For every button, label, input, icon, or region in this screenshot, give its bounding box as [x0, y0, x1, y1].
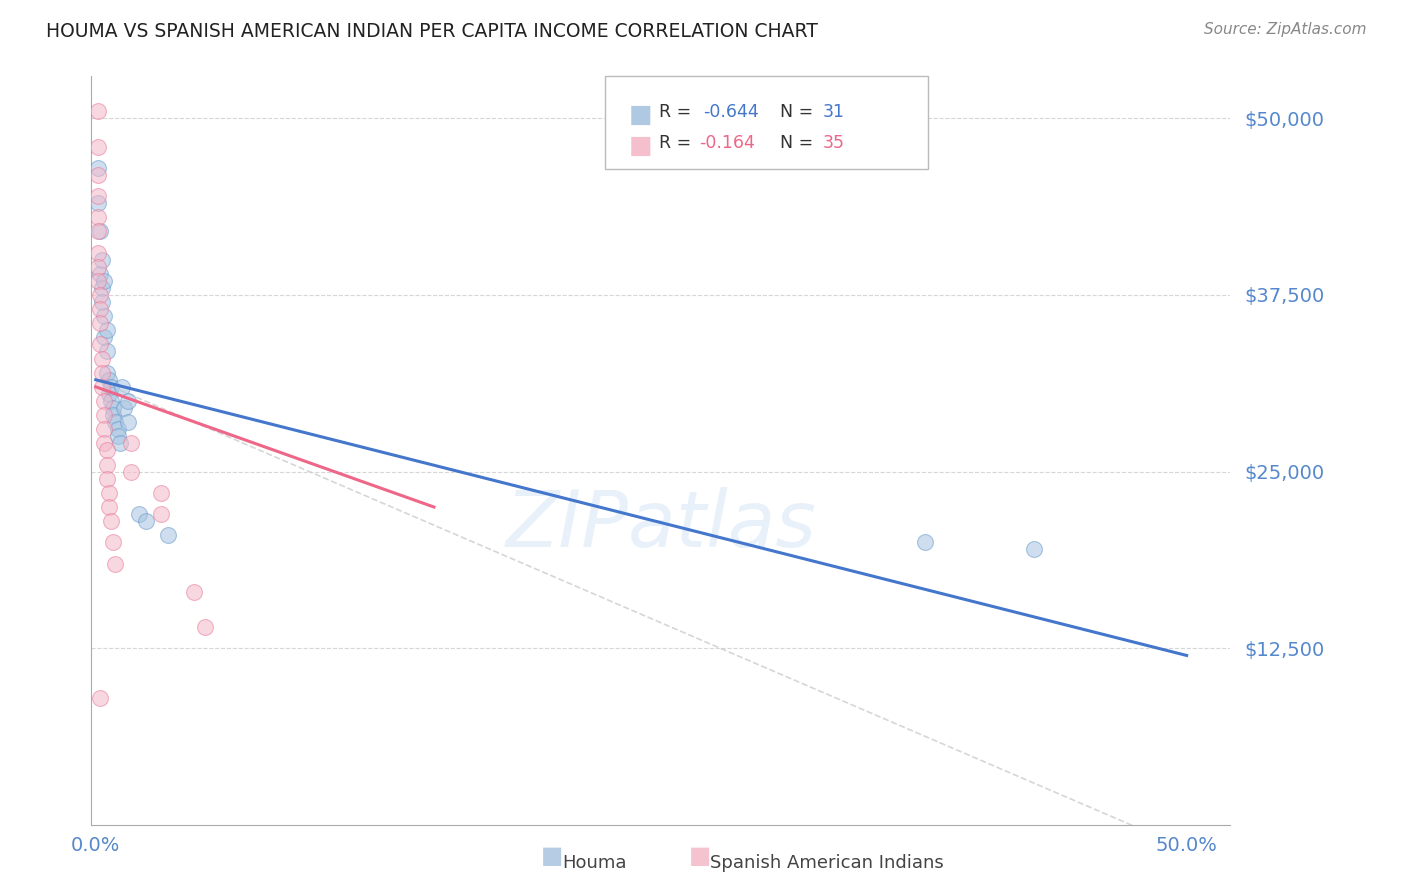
Point [87, 196, 110, 211]
Point [87, 224, 110, 238]
Point [107, 429, 129, 443]
Text: -0.644: -0.644 [703, 103, 759, 120]
Text: HOUMA VS SPANISH AMERICAN INDIAN PER CAPITA INCOME CORRELATION CHART: HOUMA VS SPANISH AMERICAN INDIAN PER CAP… [46, 22, 818, 41]
Point [93, 422, 115, 436]
Point [89, 224, 111, 238]
Point [93, 309, 115, 323]
Text: N =: N = [780, 134, 820, 152]
Point [87, 168, 110, 182]
Point [108, 436, 131, 450]
Point [156, 528, 179, 542]
Text: N =: N = [780, 103, 820, 120]
Text: ■: ■ [541, 844, 564, 868]
Point [96, 458, 118, 472]
Text: 35: 35 [823, 134, 845, 152]
Text: ■: ■ [628, 103, 652, 127]
Point [120, 465, 142, 479]
Point [89, 302, 111, 317]
Point [135, 514, 157, 528]
Point [150, 507, 173, 521]
Point [93, 408, 115, 422]
Point [87, 161, 110, 175]
Point [150, 486, 173, 500]
Point [93, 274, 115, 288]
Point [87, 274, 110, 288]
Point [91, 380, 114, 394]
Point [103, 401, 125, 415]
Point [97, 486, 120, 500]
Point [93, 436, 115, 450]
Text: ■: ■ [689, 844, 711, 868]
Point [97, 500, 120, 514]
Text: ZIPatlas: ZIPatlas [505, 487, 817, 564]
Point [87, 139, 110, 153]
Point [183, 584, 205, 599]
Point [87, 210, 110, 224]
Text: 31: 31 [823, 103, 845, 120]
Text: Houma: Houma [562, 855, 627, 872]
Point [87, 260, 110, 274]
Point [91, 351, 114, 366]
Point [96, 344, 118, 359]
Text: Spanish American Indians: Spanish American Indians [710, 855, 943, 872]
Point [91, 252, 114, 267]
Point [91, 366, 114, 380]
Point [112, 401, 135, 415]
Point [100, 394, 122, 409]
Point [87, 104, 110, 119]
Point [89, 267, 111, 281]
Point [103, 535, 125, 549]
Point [104, 415, 127, 429]
Point [89, 690, 111, 705]
Point [87, 245, 110, 260]
Point [93, 394, 115, 409]
Point [89, 288, 111, 302]
Point [117, 394, 139, 409]
Point [89, 316, 111, 330]
Point [104, 557, 127, 571]
Point [87, 189, 110, 203]
Point [1022, 542, 1045, 557]
Point [91, 295, 114, 310]
Point [96, 472, 118, 486]
Point [194, 620, 217, 634]
Point [96, 366, 118, 380]
Point [96, 443, 118, 458]
Point [914, 535, 936, 549]
Point [96, 323, 118, 337]
Text: R =: R = [659, 134, 697, 152]
Point [91, 281, 114, 295]
Text: Source: ZipAtlas.com: Source: ZipAtlas.com [1204, 22, 1367, 37]
Point [93, 330, 115, 344]
Point [103, 408, 125, 422]
Point [97, 387, 120, 401]
Point [120, 436, 142, 450]
Text: ■: ■ [628, 134, 652, 158]
Point [100, 514, 122, 528]
Text: -0.164: -0.164 [699, 134, 755, 152]
Point [128, 507, 150, 521]
Point [89, 337, 111, 351]
Point [111, 380, 134, 394]
Point [97, 373, 120, 387]
Text: R =: R = [659, 103, 697, 120]
Point [107, 422, 129, 436]
Point [117, 415, 139, 429]
Point [100, 380, 122, 394]
